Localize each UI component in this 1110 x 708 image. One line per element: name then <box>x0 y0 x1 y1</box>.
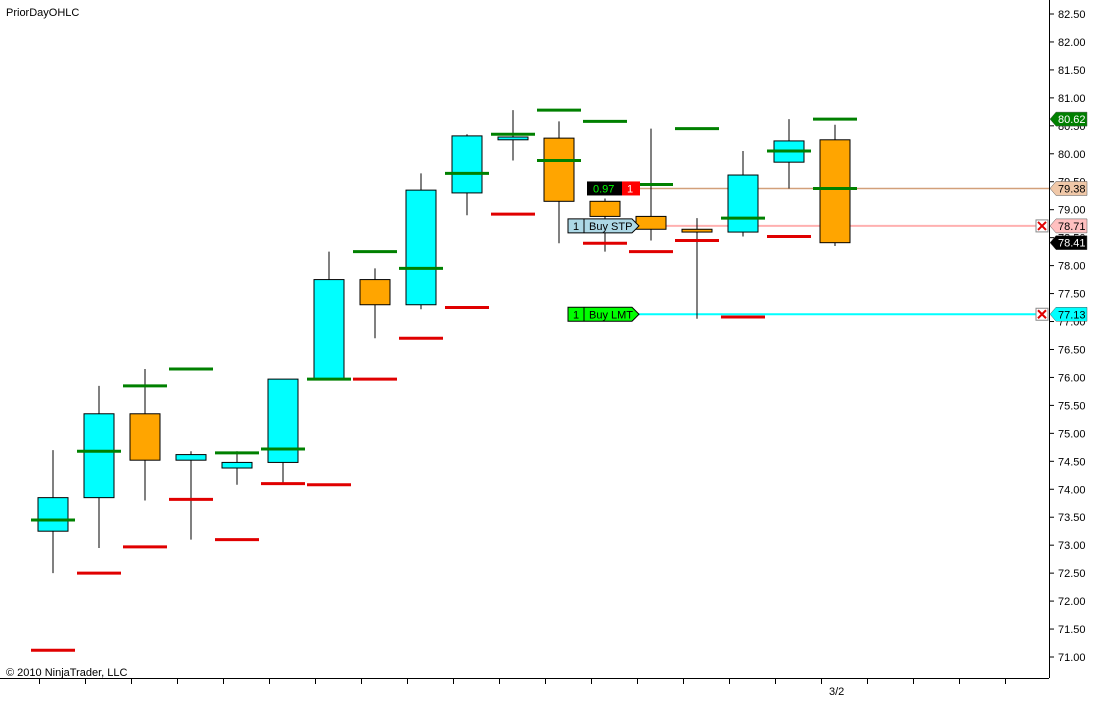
price-marker <box>1049 181 1088 196</box>
candles <box>37 110 851 574</box>
candle-body <box>37 497 69 532</box>
candle-body <box>175 454 207 461</box>
y-tick-label: 72.00 <box>1058 596 1086 608</box>
price-marker-label: 80.62 <box>1058 114 1086 126</box>
candle-body <box>83 413 115 499</box>
close-icon <box>1037 309 1047 319</box>
x-tick-label: 3/2 <box>829 686 844 698</box>
prior-day-lines <box>31 108 857 652</box>
order-label: Buy STP <box>589 221 632 233</box>
y-tick-label: 78.00 <box>1058 261 1086 273</box>
y-tick-label: 71.50 <box>1058 624 1086 636</box>
y-tick-label: 71.00 <box>1058 652 1086 664</box>
candle-body <box>727 174 759 233</box>
candle-body <box>221 461 253 469</box>
candle-body <box>819 139 851 244</box>
candle-body <box>589 200 621 217</box>
price-markers: 80.62 79.38 78.71 78.41 77.13 <box>1049 111 1088 322</box>
price-marker <box>1049 307 1088 322</box>
order-qty: 1 <box>573 309 579 321</box>
price-marker-label: 78.71 <box>1058 221 1086 233</box>
candle-body <box>635 215 667 230</box>
y-tick-label: 72.50 <box>1058 568 1086 580</box>
order-qty: 1 <box>573 221 579 233</box>
candle-body <box>543 137 575 202</box>
y-tick-label: 77.50 <box>1058 289 1086 301</box>
position-qty-box[interactable] <box>622 181 640 196</box>
copyright-text: © 2010 NinjaTrader, LLC <box>6 667 127 679</box>
y-tick-label: 76.50 <box>1058 344 1086 356</box>
order-tag[interactable] <box>567 306 640 322</box>
y-tick-label: 81.00 <box>1058 93 1086 105</box>
close-icon <box>1037 221 1047 231</box>
y-tick-label: 75.50 <box>1058 400 1086 412</box>
x-axis: 3/2 <box>39 679 1006 698</box>
y-tick-label: 81.50 <box>1058 65 1086 77</box>
price-marker <box>1049 218 1088 234</box>
candle-body <box>129 413 161 461</box>
y-tick-label: 74.50 <box>1058 456 1086 468</box>
price-marker-label: 79.38 <box>1058 183 1086 195</box>
candle-body <box>359 279 391 306</box>
y-tick-label: 76.00 <box>1058 372 1086 384</box>
position-qty: 1 <box>627 183 633 195</box>
y-tick-label: 73.00 <box>1058 540 1086 552</box>
y-tick-label: 75.00 <box>1058 428 1086 440</box>
chart-title: PriorDayOHLC <box>6 7 79 19</box>
y-tick-label: 82.50 <box>1058 9 1086 21</box>
candle-body <box>497 136 529 141</box>
y-tick-label: 80.00 <box>1058 149 1086 161</box>
price-marker <box>1049 111 1088 127</box>
order-label: Buy LMT <box>589 309 633 321</box>
candle-body <box>451 135 483 194</box>
y-axis: 71.00 71.50 72.00 72.50 73.00 73.50 74.00 74.50… <box>1050 9 1086 664</box>
y-tick-label: 82.00 <box>1058 37 1086 49</box>
price-marker-label: 77.13 <box>1058 309 1086 321</box>
order-tag[interactable] <box>567 218 640 234</box>
price-marker-label: 78.41 <box>1058 238 1086 250</box>
candle-body <box>681 228 713 233</box>
y-tick-label: 74.00 <box>1058 484 1086 496</box>
y-tick-label: 73.50 <box>1058 512 1086 524</box>
position-pnl: 0.97 <box>593 183 614 195</box>
order-tags[interactable]: 1 Buy STP 1 Buy LMT 0.97 1 <box>567 181 1049 322</box>
candle-body <box>405 189 437 306</box>
position-pnl-box <box>587 181 622 196</box>
y-tick-label: 79.00 <box>1058 205 1086 217</box>
candle-body <box>313 279 345 380</box>
price-marker <box>1049 235 1088 250</box>
